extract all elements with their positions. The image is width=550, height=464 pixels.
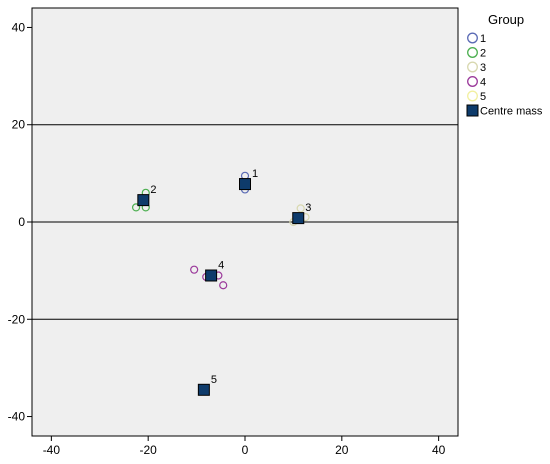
- centre-mass-marker: [239, 178, 251, 191]
- data-point-group-4: [190, 265, 199, 274]
- legend-label-5: 5: [480, 91, 486, 103]
- legend-label-1: 1: [480, 33, 486, 45]
- centre-mass-marker: [137, 194, 150, 207]
- centre-label-3: 3: [305, 202, 311, 214]
- y-tick-label: 20: [12, 118, 26, 132]
- legend-marker-centre-mass: [466, 104, 479, 117]
- centre-label-4: 4: [218, 260, 224, 272]
- legend-label-2: 2: [480, 48, 486, 60]
- centre-label-1: 1: [252, 168, 258, 180]
- legend-label-4: 4: [480, 77, 486, 89]
- x-tick-label: 40: [432, 443, 446, 457]
- y-tick-label: 0: [18, 215, 25, 229]
- centre-mass-marker: [197, 383, 210, 396]
- data-point-group-3: [296, 204, 305, 213]
- centre-label-2: 2: [150, 184, 156, 196]
- centre-mass-marker: [205, 269, 218, 282]
- legend-marker-group-4: [467, 76, 478, 87]
- legend-label-3: 3: [480, 62, 486, 74]
- y-tick-label: -20: [8, 312, 26, 326]
- y-tick-label: 40: [12, 20, 26, 34]
- y-tick-label: -40: [8, 410, 26, 424]
- legend-title: Group: [488, 12, 524, 27]
- legend-marker-group-2: [467, 47, 478, 58]
- legend-marker-group-1: [467, 32, 478, 44]
- legend-marker-group-5: [467, 90, 478, 102]
- centre-mass-marker: [292, 212, 305, 225]
- x-tick-label: -40: [43, 443, 61, 457]
- x-tick-label: 20: [335, 443, 349, 457]
- data-point-group-2: [131, 203, 141, 212]
- x-tick-label: 0: [242, 443, 249, 457]
- centre-label-5: 5: [211, 374, 217, 386]
- x-tick-label: -20: [140, 443, 158, 457]
- data-point-group-4: [219, 281, 228, 290]
- legend-label-centre-mass: Centre mass: [480, 106, 543, 118]
- legend-marker-group-3: [467, 61, 478, 73]
